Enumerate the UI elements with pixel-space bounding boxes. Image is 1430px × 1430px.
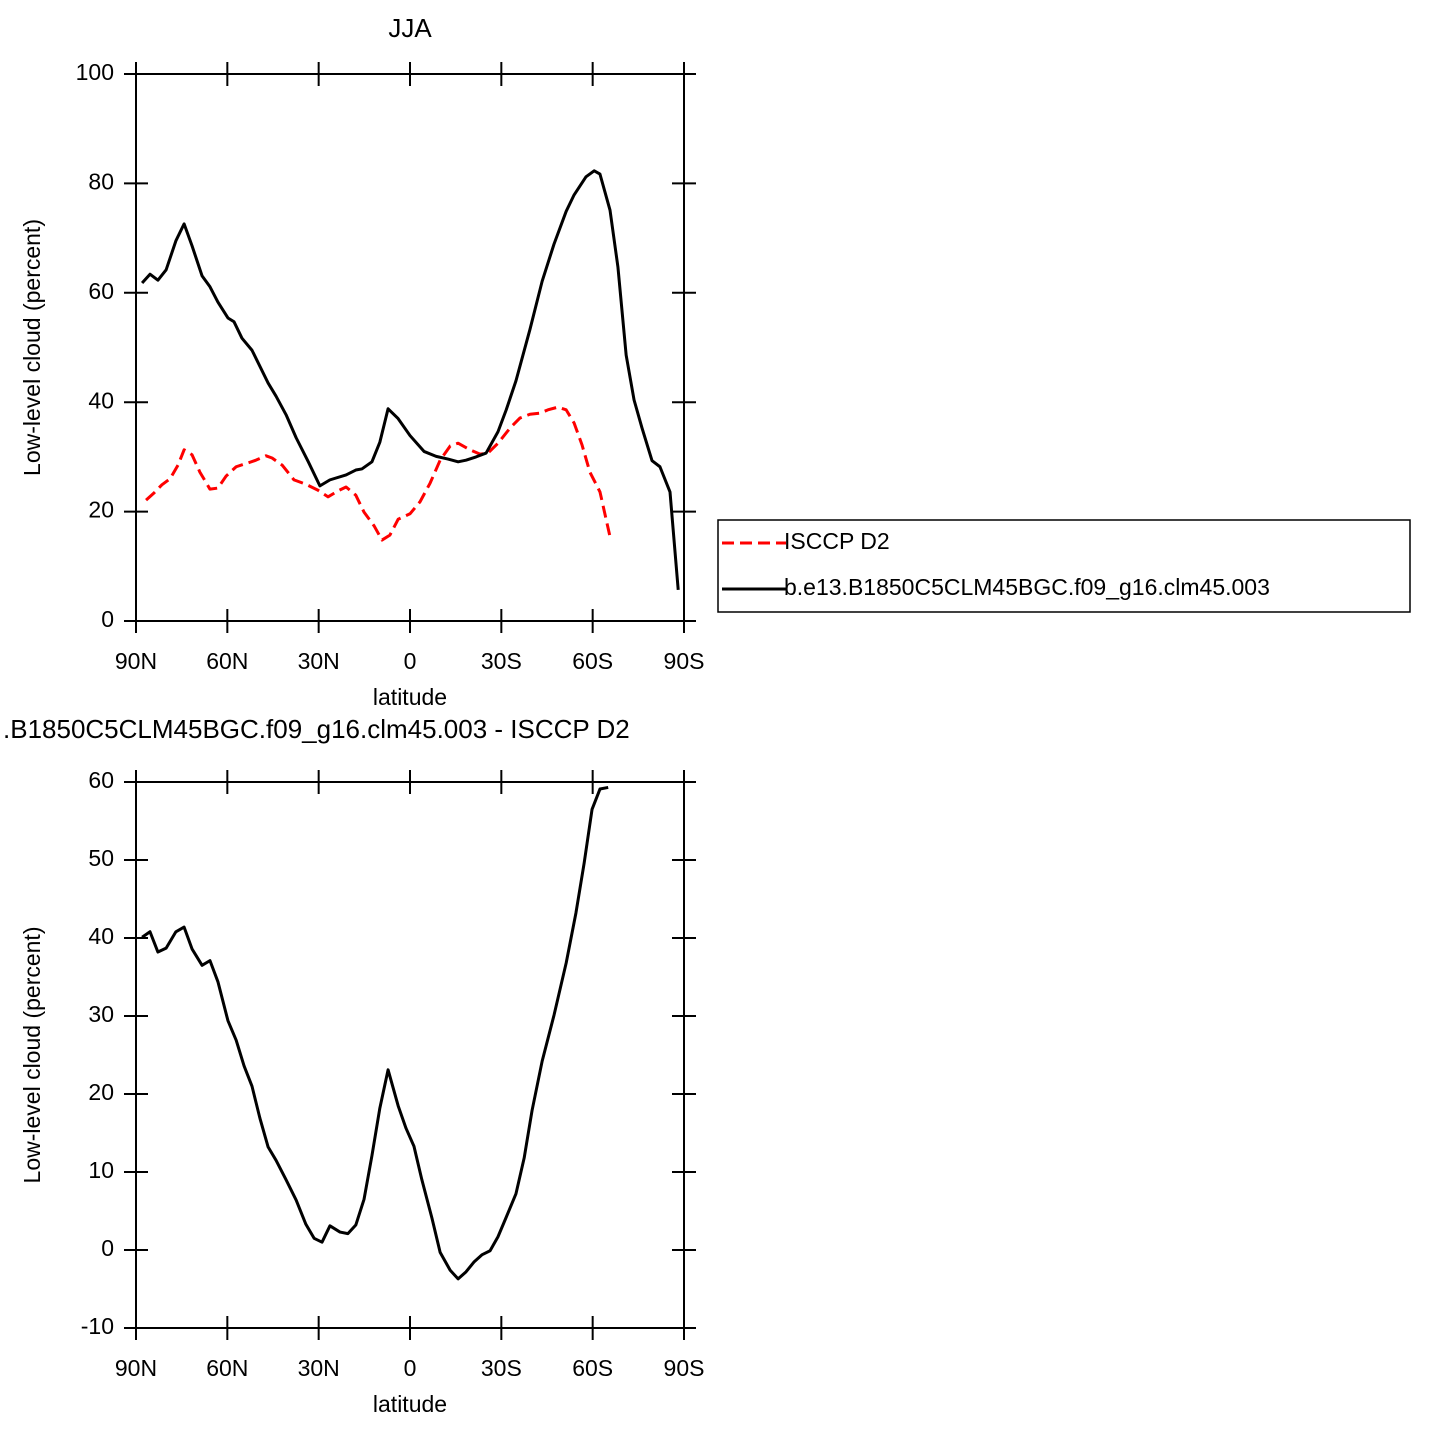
legend-box	[717, 519, 1411, 613]
y-tick-label: 40	[88, 923, 114, 949]
x-tick-label: 30S	[481, 648, 522, 674]
x-tick-label: 30S	[481, 1355, 522, 1381]
data-line	[141, 785, 609, 1281]
chart-title: JJA	[388, 13, 432, 43]
x-tick-label: 60N	[206, 1355, 248, 1381]
x-tick-label: 60N	[206, 648, 248, 674]
x-tick-label: 90S	[664, 1355, 705, 1381]
x-axis-label: latitude	[373, 684, 447, 710]
x-tick-label: 90N	[115, 648, 157, 674]
x-tick-label: 90N	[115, 1355, 157, 1381]
y-tick-label: 60	[88, 278, 114, 304]
y-tick-label: 100	[76, 59, 114, 85]
y-tick-label: -10	[81, 1313, 114, 1339]
y-tick-label: 80	[88, 168, 114, 194]
data-line	[145, 405, 612, 542]
y-tick-label: 0	[101, 1235, 114, 1261]
y-tick-label: 60	[88, 767, 114, 793]
x-axis-label: latitude	[373, 1391, 447, 1417]
x-tick-label: 0	[404, 648, 417, 674]
y-tick-label: 10	[88, 1157, 114, 1183]
y-tick-label: 0	[101, 606, 114, 632]
plot-frame	[135, 781, 685, 1329]
x-tick-label: 0	[404, 1355, 417, 1381]
y-tick-label: 50	[88, 845, 114, 871]
x-tick-label: 90S	[664, 648, 705, 674]
chart-title: .B1850C5CLM45BGC.f09_g16.clm45.003 - ISC…	[3, 714, 630, 744]
y-axis-label: Low-level cloud (percent)	[19, 927, 45, 1184]
plot-frame	[135, 73, 685, 622]
y-tick-label: 30	[88, 1001, 114, 1027]
x-tick-label: 60S	[572, 1355, 613, 1381]
y-tick-label: 40	[88, 387, 114, 413]
x-tick-label: 30N	[298, 648, 340, 674]
y-tick-label: 20	[88, 1079, 114, 1105]
legend-label: ISCCP D2	[784, 528, 890, 554]
x-tick-label: 30N	[298, 1355, 340, 1381]
legend-label: b.e13.B1850C5CLM45BGC.f09_g16.clm45.003	[784, 574, 1270, 600]
data-line	[140, 169, 680, 590]
y-tick-label: 20	[88, 497, 114, 523]
x-tick-label: 60S	[572, 648, 613, 674]
y-axis-label: Low-level cloud (percent)	[19, 219, 45, 476]
